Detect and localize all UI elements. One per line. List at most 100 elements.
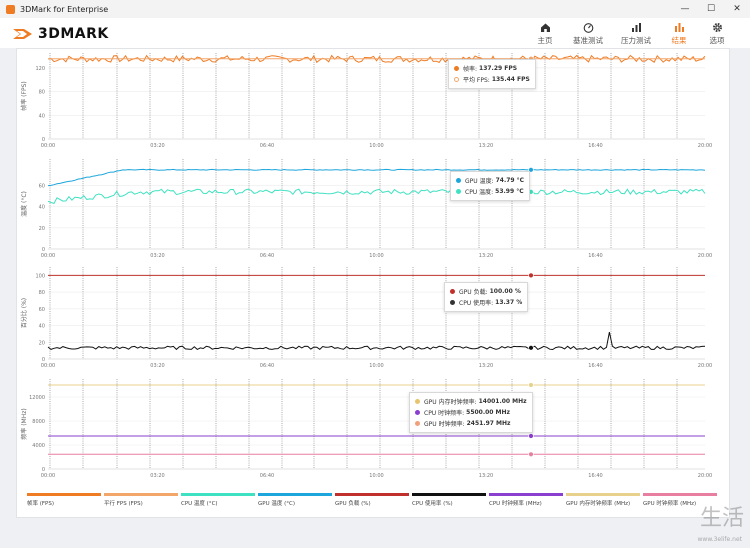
legend-swatch	[335, 493, 409, 496]
minimize-button[interactable]: —	[680, 4, 690, 14]
legend-item[interactable]: CPU 时钟频率 (MHz)	[489, 493, 563, 507]
clock-tooltip: GPU 内存时钟频率: 14001.00 MHz CPU 时钟频率: 5500.00…	[409, 392, 533, 433]
y-tick-label: 20	[39, 340, 45, 346]
legend-item[interactable]: GPU 内存时钟频率 (MHz)	[566, 493, 640, 507]
tooltip-row: CPU 时钟频率: 5500.00 MHz	[415, 407, 527, 418]
tooltip-value: 53.99 °C	[495, 188, 524, 195]
tooltip-value: 13.37 %	[495, 299, 523, 306]
tooltip-row: 平均 FPS: 135.44 FPS	[454, 74, 530, 85]
app-logo[interactable]: 3DMARK	[12, 23, 109, 45]
legend-swatch	[258, 493, 332, 496]
app-header: 3DMARK 主页 基准测试 压力测试 结果	[0, 18, 750, 48]
x-tick-label: 13:20	[479, 253, 493, 259]
logo-text: 3DMARK	[38, 26, 109, 42]
tooltip-row: GPU 温度: 74.79 °C	[456, 175, 524, 186]
nav-home[interactable]: 主页	[530, 18, 560, 46]
tooltip-value: 135.44 FPS	[491, 76, 530, 83]
legend-swatch	[566, 493, 640, 496]
tooltip-label: 平均 FPS:	[463, 77, 490, 84]
close-button[interactable]: ✕	[733, 4, 741, 14]
x-tick-label: 16:40	[588, 253, 602, 259]
window-controls: — ☐ ✕	[672, 0, 750, 18]
x-tick-label: 10:00	[369, 473, 383, 479]
x-tick-label: 00:00	[41, 253, 55, 259]
legend-label: 帧率 (FPS)	[27, 501, 55, 507]
x-tick-label: 16:40	[588, 473, 602, 479]
legend-item[interactable]: GPU 时钟频率 (MHz)	[643, 493, 717, 507]
x-tick-label: 16:40	[588, 363, 602, 369]
tooltip-label: GPU 负载:	[459, 289, 488, 296]
legend-label: CPU 时钟频率 (MHz)	[489, 501, 542, 507]
series-marker	[528, 433, 534, 439]
tooltip-value: 137.29 FPS	[479, 65, 518, 72]
tooltip-label: GPU 内存时钟频率:	[424, 399, 477, 406]
y-tick-label: 4000	[32, 443, 45, 449]
series-marker	[528, 382, 534, 388]
x-tick-label: 20:00	[698, 363, 712, 369]
nav-benchmarks-label: 基准测试	[573, 36, 603, 45]
tooltip-label: CPU 时钟频率:	[424, 410, 465, 417]
y-tick-label: 0	[42, 467, 45, 473]
results-bars-icon	[674, 21, 685, 34]
logo-chevron-icon	[13, 29, 32, 39]
x-tick-label: 00:00	[41, 363, 55, 369]
x-tick-label: 20:00	[698, 253, 712, 259]
nav-benchmarks[interactable]: 基准测试	[568, 18, 608, 46]
x-tick-label: 20:00	[698, 143, 712, 149]
legend-label: 平行 FPS (FPS)	[104, 501, 143, 507]
fps-tooltip: 帧率: 137.29 FPS 平均 FPS: 135.44 FPS	[448, 59, 536, 89]
series-line	[47, 188, 706, 204]
x-tick-label: 00:00	[41, 143, 55, 149]
gauge-icon	[583, 21, 594, 34]
legend-item[interactable]: CPU 使用率 (%)	[412, 493, 486, 507]
window-title: 3DMark for Enterprise	[20, 4, 109, 14]
gpu-mem-clock-dot-icon	[415, 399, 420, 404]
legend-swatch	[104, 493, 178, 496]
nav-options[interactable]: 选项	[702, 18, 732, 46]
nav-results-label: 结果	[671, 36, 687, 45]
nav-results[interactable]: 结果	[664, 18, 694, 46]
legend-item[interactable]: 平行 FPS (FPS)	[104, 493, 178, 507]
tooltip-value: 14001.00 MHz	[478, 398, 527, 405]
y-tick-label: 80	[39, 90, 45, 96]
legend-label: CPU 使用率 (%)	[412, 501, 453, 507]
x-tick-label: 13:20	[479, 143, 493, 149]
tooltip-value: 5500.00 MHz	[466, 409, 511, 416]
tooltip-row: GPU 时钟频率: 2451.97 MHz	[415, 418, 527, 429]
y-tick-label: 12000	[29, 395, 45, 401]
y-tick-label: 80	[39, 290, 45, 296]
x-tick-label: 16:40	[588, 143, 602, 149]
series-marker	[528, 345, 534, 351]
legend-swatch	[643, 493, 717, 496]
nav-stress-tests[interactable]: 压力测试	[616, 18, 656, 46]
y-axis-label: 频率 (MHz)	[20, 408, 28, 439]
maximize-button[interactable]: ☐	[706, 4, 716, 14]
legend-label: CPU 温度 (°C)	[181, 501, 218, 507]
cpu-usage-dot-icon	[450, 300, 455, 305]
tooltip-value: 2451.97 MHz	[466, 420, 511, 427]
main-nav: 主页 基准测试 压力测试 结果 选项	[522, 18, 732, 48]
x-tick-label: 03:20	[150, 143, 164, 149]
home-icon	[540, 21, 551, 34]
legend-swatch	[412, 493, 486, 496]
y-tick-label: 40	[39, 113, 45, 119]
y-tick-label: 40	[39, 324, 45, 330]
legend-item[interactable]: CPU 温度 (°C)	[181, 493, 255, 507]
gpu-load-dot-icon	[450, 289, 455, 294]
gpu-temp-dot-icon	[456, 178, 461, 183]
x-tick-label: 06:40	[260, 363, 274, 369]
tooltip-value: 74.79 °C	[495, 177, 525, 184]
legend-item[interactable]: GPU 负载 (%)	[335, 493, 409, 507]
y-tick-label: 0	[42, 247, 45, 253]
x-tick-label: 06:40	[260, 253, 274, 259]
app-icon	[6, 4, 15, 14]
y-tick-label: 60	[39, 307, 45, 313]
nav-options-label: 选项	[709, 36, 725, 45]
nav-stress-tests-label: 压力测试	[621, 36, 651, 45]
legend-item[interactable]: GPU 温度 (°C)	[258, 493, 332, 507]
legend-swatch	[181, 493, 255, 496]
tooltip-row: 帧率: 137.29 FPS	[454, 63, 530, 74]
legend-label: GPU 温度 (°C)	[258, 501, 295, 507]
legend-item[interactable]: 帧率 (FPS)	[27, 493, 101, 507]
load-tooltip: GPU 负载: 100.00 % CPU 使用率: 13.37 %	[444, 282, 529, 312]
